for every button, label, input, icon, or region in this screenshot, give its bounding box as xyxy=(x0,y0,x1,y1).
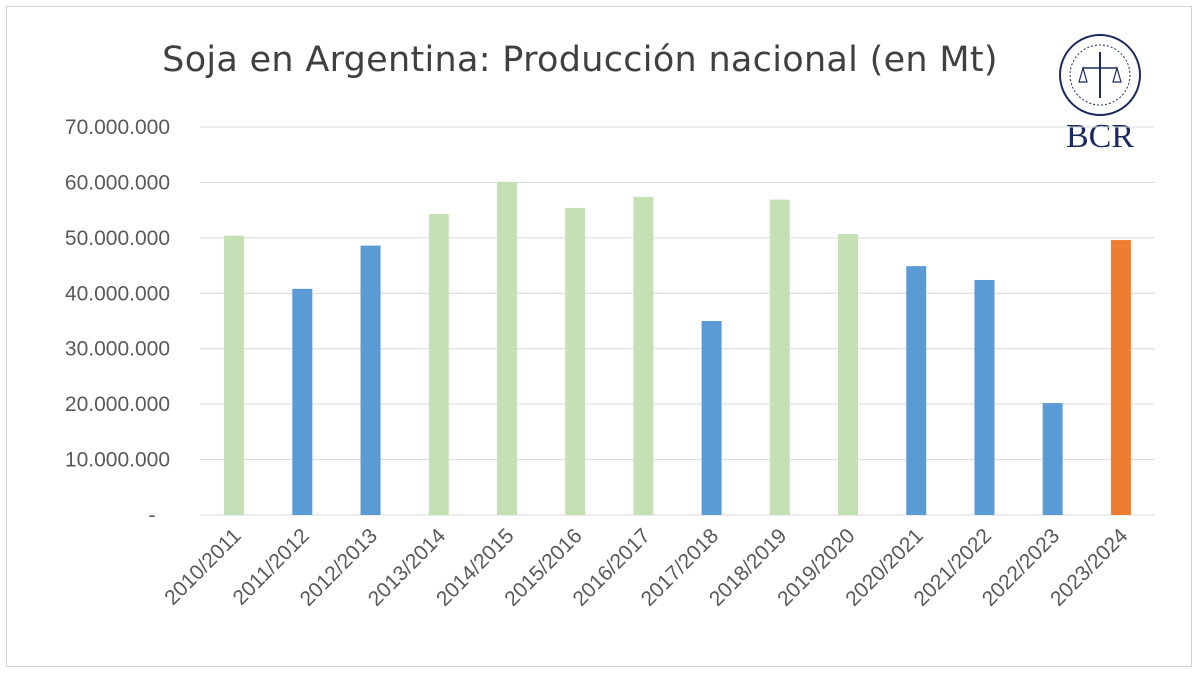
bar xyxy=(428,214,449,515)
bar xyxy=(360,245,381,516)
bar xyxy=(565,207,586,515)
y-tick-label: 60.000.000 xyxy=(65,171,170,194)
bar xyxy=(633,196,654,515)
y-tick-label: - xyxy=(149,504,156,527)
y-tick-label: 20.000.000 xyxy=(65,393,170,416)
y-tick-label: 40.000.000 xyxy=(65,282,170,305)
bar xyxy=(974,279,995,515)
logo-text: BCR xyxy=(1065,118,1135,155)
bar xyxy=(224,235,245,515)
y-tick-label: 10.000.000 xyxy=(65,449,170,472)
y-tick-label: 70.000.000 xyxy=(65,116,170,139)
bar xyxy=(769,199,790,515)
y-tick-label: 50.000.000 xyxy=(65,227,170,250)
bcr-logo: BCR xyxy=(1055,30,1145,160)
bar xyxy=(496,181,517,516)
bar xyxy=(906,266,927,515)
bar xyxy=(1042,403,1063,515)
bar xyxy=(1110,240,1131,515)
bar xyxy=(701,321,722,515)
bar xyxy=(838,233,859,515)
y-tick-label: 30.000.000 xyxy=(65,338,170,361)
bar xyxy=(292,288,313,515)
chart-frame xyxy=(6,6,1192,667)
chart-title: Soja en Argentina: Producción nacional (… xyxy=(162,40,998,80)
seal-icon xyxy=(1059,34,1141,116)
